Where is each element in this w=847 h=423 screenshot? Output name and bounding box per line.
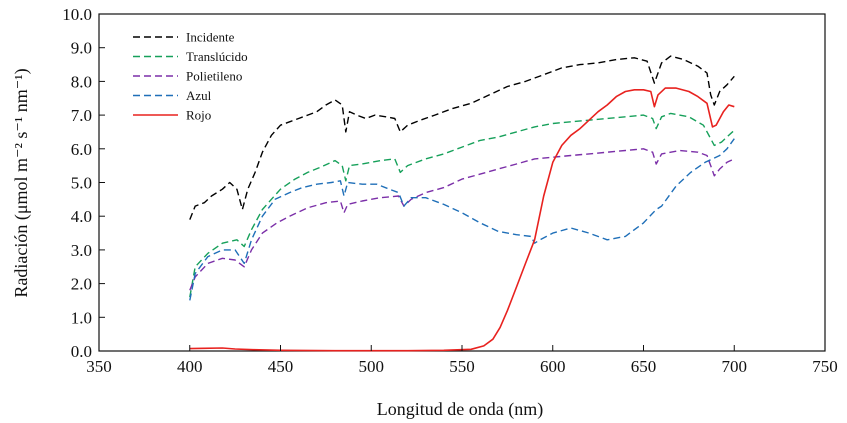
x-axis-title: Longitud de onda (nm)	[377, 399, 543, 420]
series-line-rojo	[189, 87, 735, 352]
y-tick-label: 6.0	[71, 140, 92, 159]
y-tick-label: 0.0	[71, 342, 92, 361]
y-axis: 0.0 1.0 2.0 3.0 4.0 5.0 6.0 7.0 8.0 9.0 10.0	[62, 5, 105, 361]
series-line-polietileno	[189, 148, 735, 291]
x-tick-label: 350	[86, 357, 112, 376]
y-axis-title: Radiación (μmol m⁻² s⁻¹ nm⁻¹)	[11, 68, 32, 297]
y-tick-label: 7.0	[71, 106, 92, 125]
series-layer	[189, 55, 735, 352]
y-tick-label: 1.0	[71, 308, 92, 327]
x-tick-label: 550	[449, 357, 475, 376]
series-line-azul	[189, 138, 735, 301]
legend-label-azul: Azul	[186, 88, 212, 103]
x-tick-label: 450	[268, 357, 294, 376]
y-tick-label: 2.0	[71, 275, 92, 294]
x-tick-label: 500	[359, 357, 385, 376]
plot-frame	[98, 13, 826, 352]
legend-label-translucido: Translúcido	[186, 49, 248, 64]
x-tick-label: 750	[812, 357, 838, 376]
legend-label-incidente: Incidente	[186, 30, 235, 45]
y-tick-label: 3.0	[71, 241, 92, 260]
x-tick-label: 700	[722, 357, 748, 376]
series-line-incidente	[189, 55, 735, 220]
legend-label-polietileno: Polietileno	[186, 69, 242, 84]
x-tick-label: 650	[631, 357, 657, 376]
legend: Incidente Translúcido Polietileno Azul Rojo	[133, 30, 248, 123]
x-tick-label: 400	[177, 357, 203, 376]
x-axis: 350 400 450 500 550 600 650 700 750	[86, 345, 838, 376]
y-tick-label: 8.0	[71, 72, 92, 91]
legend-label-rojo: Rojo	[186, 108, 211, 123]
y-tick-label: 10.0	[62, 5, 92, 24]
x-tick-label: 600	[540, 357, 566, 376]
y-tick-label: 5.0	[71, 174, 92, 193]
y-tick-label: 9.0	[71, 39, 92, 58]
y-tick-label: 4.0	[71, 207, 92, 226]
plot-border	[98, 13, 826, 352]
